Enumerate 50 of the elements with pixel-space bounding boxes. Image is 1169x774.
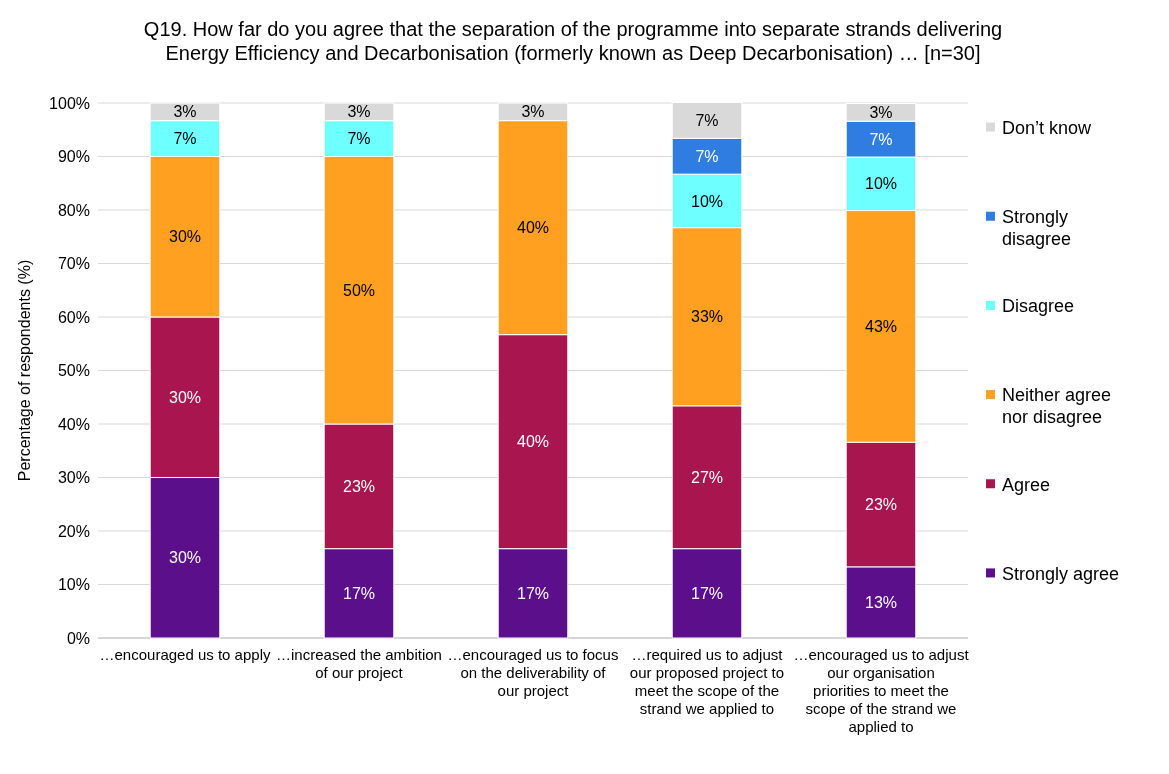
y-tick-label: 80% <box>57 201 90 219</box>
data-label: 3% <box>173 103 197 121</box>
data-label: 17% <box>342 584 376 602</box>
x-tick-label: …encouraged us to focus on the deliverability of our project <box>447 646 619 699</box>
data-label: 17% <box>690 584 724 602</box>
data-label: 40% <box>516 219 550 237</box>
x-tick-label: …encouraged us to adjust our organisation priorities to meet the scope of the strand we applied to <box>793 646 970 735</box>
y-tick-label: 70% <box>57 255 90 273</box>
y-tick-label: 100% <box>49 94 90 112</box>
legend-label: Don’t know <box>1002 117 1093 138</box>
data-label: 7% <box>173 130 197 148</box>
x-tick-label: …required us to adjust our proposed project to meet the scope of the strand we applied to <box>629 646 785 717</box>
data-label: 10% <box>864 175 898 193</box>
data-label: 30% <box>168 388 202 406</box>
data-label: 27% <box>690 468 724 486</box>
x-tick-label: …increased the ambition of our project <box>276 646 442 681</box>
data-label: 30% <box>168 549 202 567</box>
data-label: 7% <box>695 147 719 165</box>
data-label: 40% <box>516 433 550 451</box>
y-tick-label: 30% <box>57 469 90 487</box>
y-tick-label: 50% <box>57 362 90 380</box>
x-tick-label: …encouraged us to apply <box>99 646 271 663</box>
legend-label: Disagree <box>1002 296 1075 317</box>
data-label: 7% <box>695 111 719 129</box>
y-axis-title: Percentage of respondents (%) <box>16 259 33 482</box>
legend-label: Neither agree nor disagree <box>1002 385 1112 428</box>
data-label: 17% <box>516 584 550 602</box>
data-label: 7% <box>347 130 371 148</box>
data-label: 3% <box>347 103 371 121</box>
data-label: 7% <box>869 130 893 148</box>
legend-label: Strongly disagree <box>1002 207 1072 250</box>
data-label: 10% <box>690 192 724 210</box>
legend-label: Strongly agree <box>1002 563 1120 584</box>
data-label: 50% <box>342 281 376 299</box>
y-tick-label: 20% <box>57 522 90 540</box>
y-tick-label: 60% <box>57 308 90 326</box>
data-label: 23% <box>342 477 376 495</box>
y-tick-label: 0% <box>66 629 90 647</box>
chart-title: Q19. How far do you agree that the separation of the programme into separate strands delivering Energy Efficiency and Decarbonisation (formerly known as Deep Decarbonisation) … [n=30] <box>143 18 1003 64</box>
y-tick-label: 10% <box>57 576 90 594</box>
data-label: 23% <box>864 496 898 514</box>
legend-label: Agree <box>1002 474 1051 495</box>
data-label: 3% <box>521 103 545 121</box>
y-tick-label: 90% <box>57 148 90 166</box>
y-tick-label: 40% <box>57 415 90 433</box>
data-label: 3% <box>869 103 893 121</box>
data-label: 33% <box>690 308 724 326</box>
data-label: 43% <box>864 317 898 335</box>
data-label: 30% <box>168 228 202 246</box>
data-label: 13% <box>864 594 898 612</box>
